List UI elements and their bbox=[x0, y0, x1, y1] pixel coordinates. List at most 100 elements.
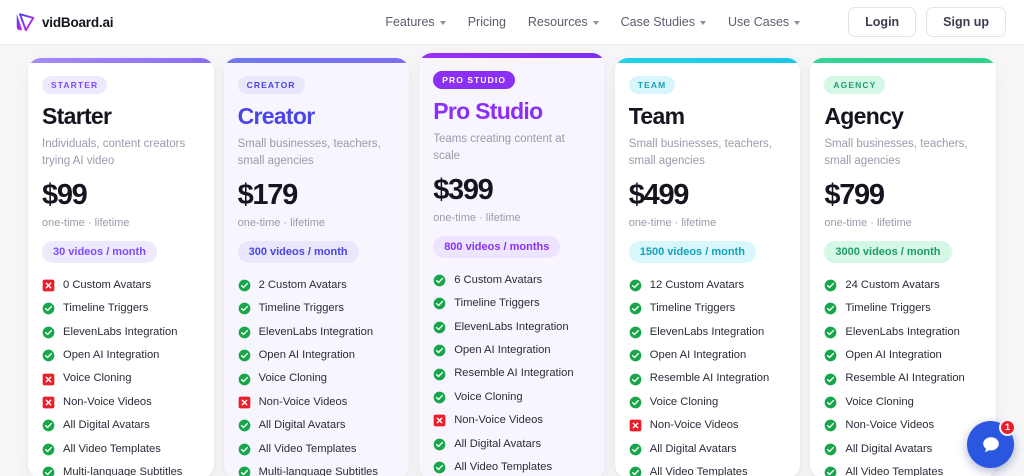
check-circle-icon bbox=[42, 349, 55, 362]
nav-item-use-cases[interactable]: Use Cases bbox=[728, 15, 801, 29]
feature-item: ElevenLabs Integration bbox=[824, 321, 982, 344]
nav-label: Resources bbox=[527, 15, 588, 29]
plan-price: $399 bbox=[433, 173, 494, 206]
feature-label: Open AI Integration bbox=[63, 348, 160, 361]
plan-quota-badge: 1500 videos / month bbox=[628, 240, 756, 263]
nav-item-resources[interactable]: Resources bbox=[528, 15, 599, 29]
feature-label: Open AI Integration bbox=[258, 348, 355, 361]
cross-square-icon bbox=[629, 420, 642, 432]
feature-label: ElevenLabs Integration bbox=[649, 325, 765, 338]
feature-label: Resemble AI Integration bbox=[845, 372, 965, 385]
pricing-card-team[interactable]: TEAM Team Small businesses, teachers, smal… bbox=[614, 58, 801, 476]
plan-quota-badge: 3000 videos / month bbox=[824, 240, 952, 263]
feature-label: ElevenLabs Integration bbox=[845, 325, 960, 338]
check-circle-icon bbox=[825, 396, 837, 409]
card-accent-bar bbox=[419, 53, 605, 58]
plan-name: Creator bbox=[237, 103, 316, 129]
plan-quota-badge: 800 videos / months bbox=[433, 235, 561, 258]
nav-item-pricing[interactable]: Pricing bbox=[468, 15, 506, 29]
feature-label: Non-Voice Videos bbox=[845, 419, 935, 432]
check-circle-icon bbox=[42, 302, 55, 315]
check-circle-icon bbox=[629, 396, 642, 409]
card-accent-bar bbox=[28, 58, 214, 63]
nav-item-case-studies[interactable]: Case Studies bbox=[620, 15, 707, 29]
feature-label: Timeline Triggers bbox=[63, 302, 149, 315]
feature-item: Non-Voice Videos bbox=[629, 414, 787, 437]
check-circle-icon bbox=[433, 321, 446, 334]
check-circle-icon bbox=[629, 349, 642, 362]
chat-bubble-icon bbox=[982, 436, 999, 452]
feature-item: Open AI Integration bbox=[433, 339, 591, 362]
feature-item: All Digital Avatars bbox=[42, 414, 200, 437]
feature-item: 24 Custom Avatars bbox=[824, 274, 982, 297]
card-accent-bar bbox=[614, 58, 801, 63]
feature-item: ElevenLabs Integration bbox=[629, 321, 787, 344]
check-circle-icon bbox=[42, 326, 55, 339]
feature-label: 12 Custom Avatars bbox=[649, 278, 745, 291]
vidboard-logo-icon bbox=[16, 13, 35, 32]
feature-label: All Digital Avatars bbox=[845, 442, 933, 455]
site-header: vidBoard.ai Features Pricing Resources C… bbox=[0, 0, 1024, 45]
feature-item: Voice Cloning bbox=[629, 391, 787, 414]
chat-unread-badge: 1 bbox=[999, 419, 1016, 436]
pricing-card-agency[interactable]: AGENCY Agency Small businesses, teachers, … bbox=[810, 58, 996, 476]
check-circle-icon bbox=[825, 373, 837, 385]
card-body: PRO STUDIO Pro Studio Teams creating conte… bbox=[433, 53, 591, 476]
chat-launcher-button[interactable]: 1 bbox=[967, 419, 1016, 468]
tier-badge: AGENCY bbox=[824, 76, 886, 94]
nav-label: Use Cases bbox=[728, 15, 790, 29]
check-circle-icon bbox=[433, 462, 446, 474]
plan-quota-badge: 30 videos / month bbox=[42, 240, 157, 263]
feature-item: Timeline Triggers bbox=[42, 297, 200, 320]
feature-label: All Digital Avatars bbox=[454, 437, 542, 450]
feature-label: Voice Cloning bbox=[454, 390, 523, 403]
feature-label: Multi-language Subtitles bbox=[258, 466, 378, 476]
feature-label: Open AI Integration bbox=[454, 343, 551, 356]
feature-item: All Video Templates bbox=[433, 456, 591, 476]
feature-item: Non-Voice Videos bbox=[433, 409, 591, 432]
feature-label: Non-Voice Videos bbox=[63, 395, 152, 408]
pricing-card-creator[interactable]: CREATOR Creator Small businesses, teachers… bbox=[223, 58, 410, 476]
plan-name: Starter bbox=[42, 103, 112, 129]
card-body: STARTER Starter Individuals, content creat… bbox=[42, 58, 200, 476]
check-circle-icon bbox=[825, 467, 837, 476]
feature-label: Multi-language Subtitles bbox=[63, 466, 183, 476]
feature-item: Multi-language Subtitles bbox=[42, 461, 200, 476]
check-circle-icon bbox=[825, 443, 837, 456]
feature-item: All Video Templates bbox=[238, 438, 396, 461]
cross-square-icon bbox=[42, 279, 55, 292]
feature-label: ElevenLabs Integration bbox=[63, 325, 178, 338]
feature-label: All Video Templates bbox=[63, 442, 161, 455]
feature-label: 24 Custom Avatars bbox=[845, 278, 940, 291]
check-circle-icon bbox=[825, 349, 837, 362]
login-button[interactable]: Login bbox=[848, 7, 917, 37]
check-circle-icon bbox=[825, 279, 837, 292]
feature-list: 24 Custom Avatars Timeline Triggers Eleven… bbox=[824, 274, 982, 476]
check-circle-icon bbox=[238, 349, 250, 362]
nav-item-features[interactable]: Features bbox=[385, 15, 446, 29]
pricing-grid: STARTER Starter Individuals, content creat… bbox=[0, 45, 1024, 476]
feature-label: ElevenLabs Integration bbox=[258, 325, 374, 338]
feature-label: Resemble AI Integration bbox=[649, 372, 770, 385]
tier-badge: TEAM bbox=[628, 76, 676, 94]
feature-item: Resemble AI Integration bbox=[629, 367, 787, 390]
feature-item: Open AI Integration bbox=[629, 344, 787, 367]
plan-description: Small businesses, teachers, small agenci… bbox=[237, 138, 381, 167]
pricing-card-starter[interactable]: STARTER Starter Individuals, content creat… bbox=[28, 58, 214, 476]
feature-list: 2 Custom Avatars Timeline Triggers ElevenL… bbox=[238, 274, 396, 476]
pricing-card-pro-studio[interactable]: PRO STUDIO Pro Studio Teams creating conte… bbox=[419, 53, 605, 476]
cross-square-icon bbox=[433, 415, 446, 427]
signup-button[interactable]: Sign up bbox=[926, 7, 1006, 37]
nav-label: Case Studies bbox=[620, 15, 696, 29]
feature-item: Resemble AI Integration bbox=[433, 362, 591, 385]
feature-label: 6 Custom Avatars bbox=[454, 273, 543, 286]
feature-item: All Video Templates bbox=[824, 461, 982, 476]
chevron-down-icon bbox=[592, 21, 599, 25]
check-circle-icon bbox=[433, 368, 446, 380]
feature-item: Open AI Integration bbox=[42, 344, 200, 367]
brand-name: vidBoard.ai bbox=[42, 14, 114, 30]
check-circle-icon bbox=[238, 373, 250, 385]
check-circle-icon bbox=[42, 443, 55, 456]
plan-price: $179 bbox=[237, 178, 299, 211]
brand-logo[interactable]: vidBoard.ai bbox=[14, 11, 114, 33]
